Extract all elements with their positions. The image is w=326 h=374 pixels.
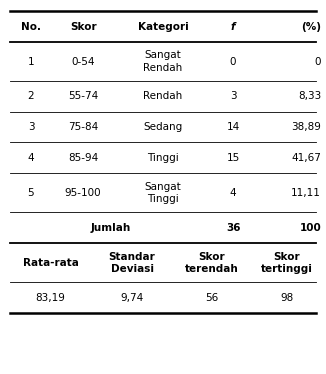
Text: 100: 100 — [299, 223, 321, 233]
Text: Rendah: Rendah — [143, 92, 183, 101]
Text: Standar
Deviasi: Standar Deviasi — [109, 252, 156, 274]
Text: Skor: Skor — [70, 22, 96, 31]
Text: 85-94: 85-94 — [68, 153, 98, 163]
Text: 3: 3 — [230, 92, 236, 101]
Text: 0-54: 0-54 — [71, 56, 95, 67]
Text: 55-74: 55-74 — [68, 92, 98, 101]
Text: Jumlah: Jumlah — [91, 223, 131, 233]
Text: 83,19: 83,19 — [36, 293, 66, 303]
Text: (%): (%) — [301, 22, 321, 31]
Text: 0: 0 — [230, 56, 236, 67]
Text: 41,67: 41,67 — [291, 153, 321, 163]
Text: 8,33: 8,33 — [298, 92, 321, 101]
Text: 1: 1 — [28, 56, 34, 67]
Text: 14: 14 — [227, 122, 240, 132]
Text: Sedang: Sedang — [143, 122, 183, 132]
Text: Tinggi: Tinggi — [147, 153, 179, 163]
Text: 11,11: 11,11 — [291, 188, 321, 198]
Text: 56: 56 — [205, 293, 218, 303]
Text: 5: 5 — [28, 188, 34, 198]
Text: Skor
terendah: Skor terendah — [185, 252, 239, 274]
Text: No.: No. — [21, 22, 41, 31]
Text: 15: 15 — [227, 153, 240, 163]
Text: 0: 0 — [315, 56, 321, 67]
Text: 4: 4 — [28, 153, 34, 163]
Text: 38,89: 38,89 — [291, 122, 321, 132]
Text: Kategori: Kategori — [138, 22, 188, 31]
Text: Skor
tertinggi: Skor tertinggi — [261, 252, 313, 274]
Text: 2: 2 — [28, 92, 34, 101]
Text: 9,74: 9,74 — [120, 293, 144, 303]
Text: Sangat
Rendah: Sangat Rendah — [143, 50, 183, 73]
Text: Sangat
Tinggi: Sangat Tinggi — [145, 182, 181, 204]
Text: 3: 3 — [28, 122, 34, 132]
Text: f: f — [231, 22, 235, 31]
Text: 95-100: 95-100 — [65, 188, 101, 198]
Text: 4: 4 — [230, 188, 236, 198]
Text: 98: 98 — [280, 293, 293, 303]
Text: 36: 36 — [226, 223, 240, 233]
Text: 75-84: 75-84 — [68, 122, 98, 132]
Text: Rata-rata: Rata-rata — [22, 258, 79, 268]
